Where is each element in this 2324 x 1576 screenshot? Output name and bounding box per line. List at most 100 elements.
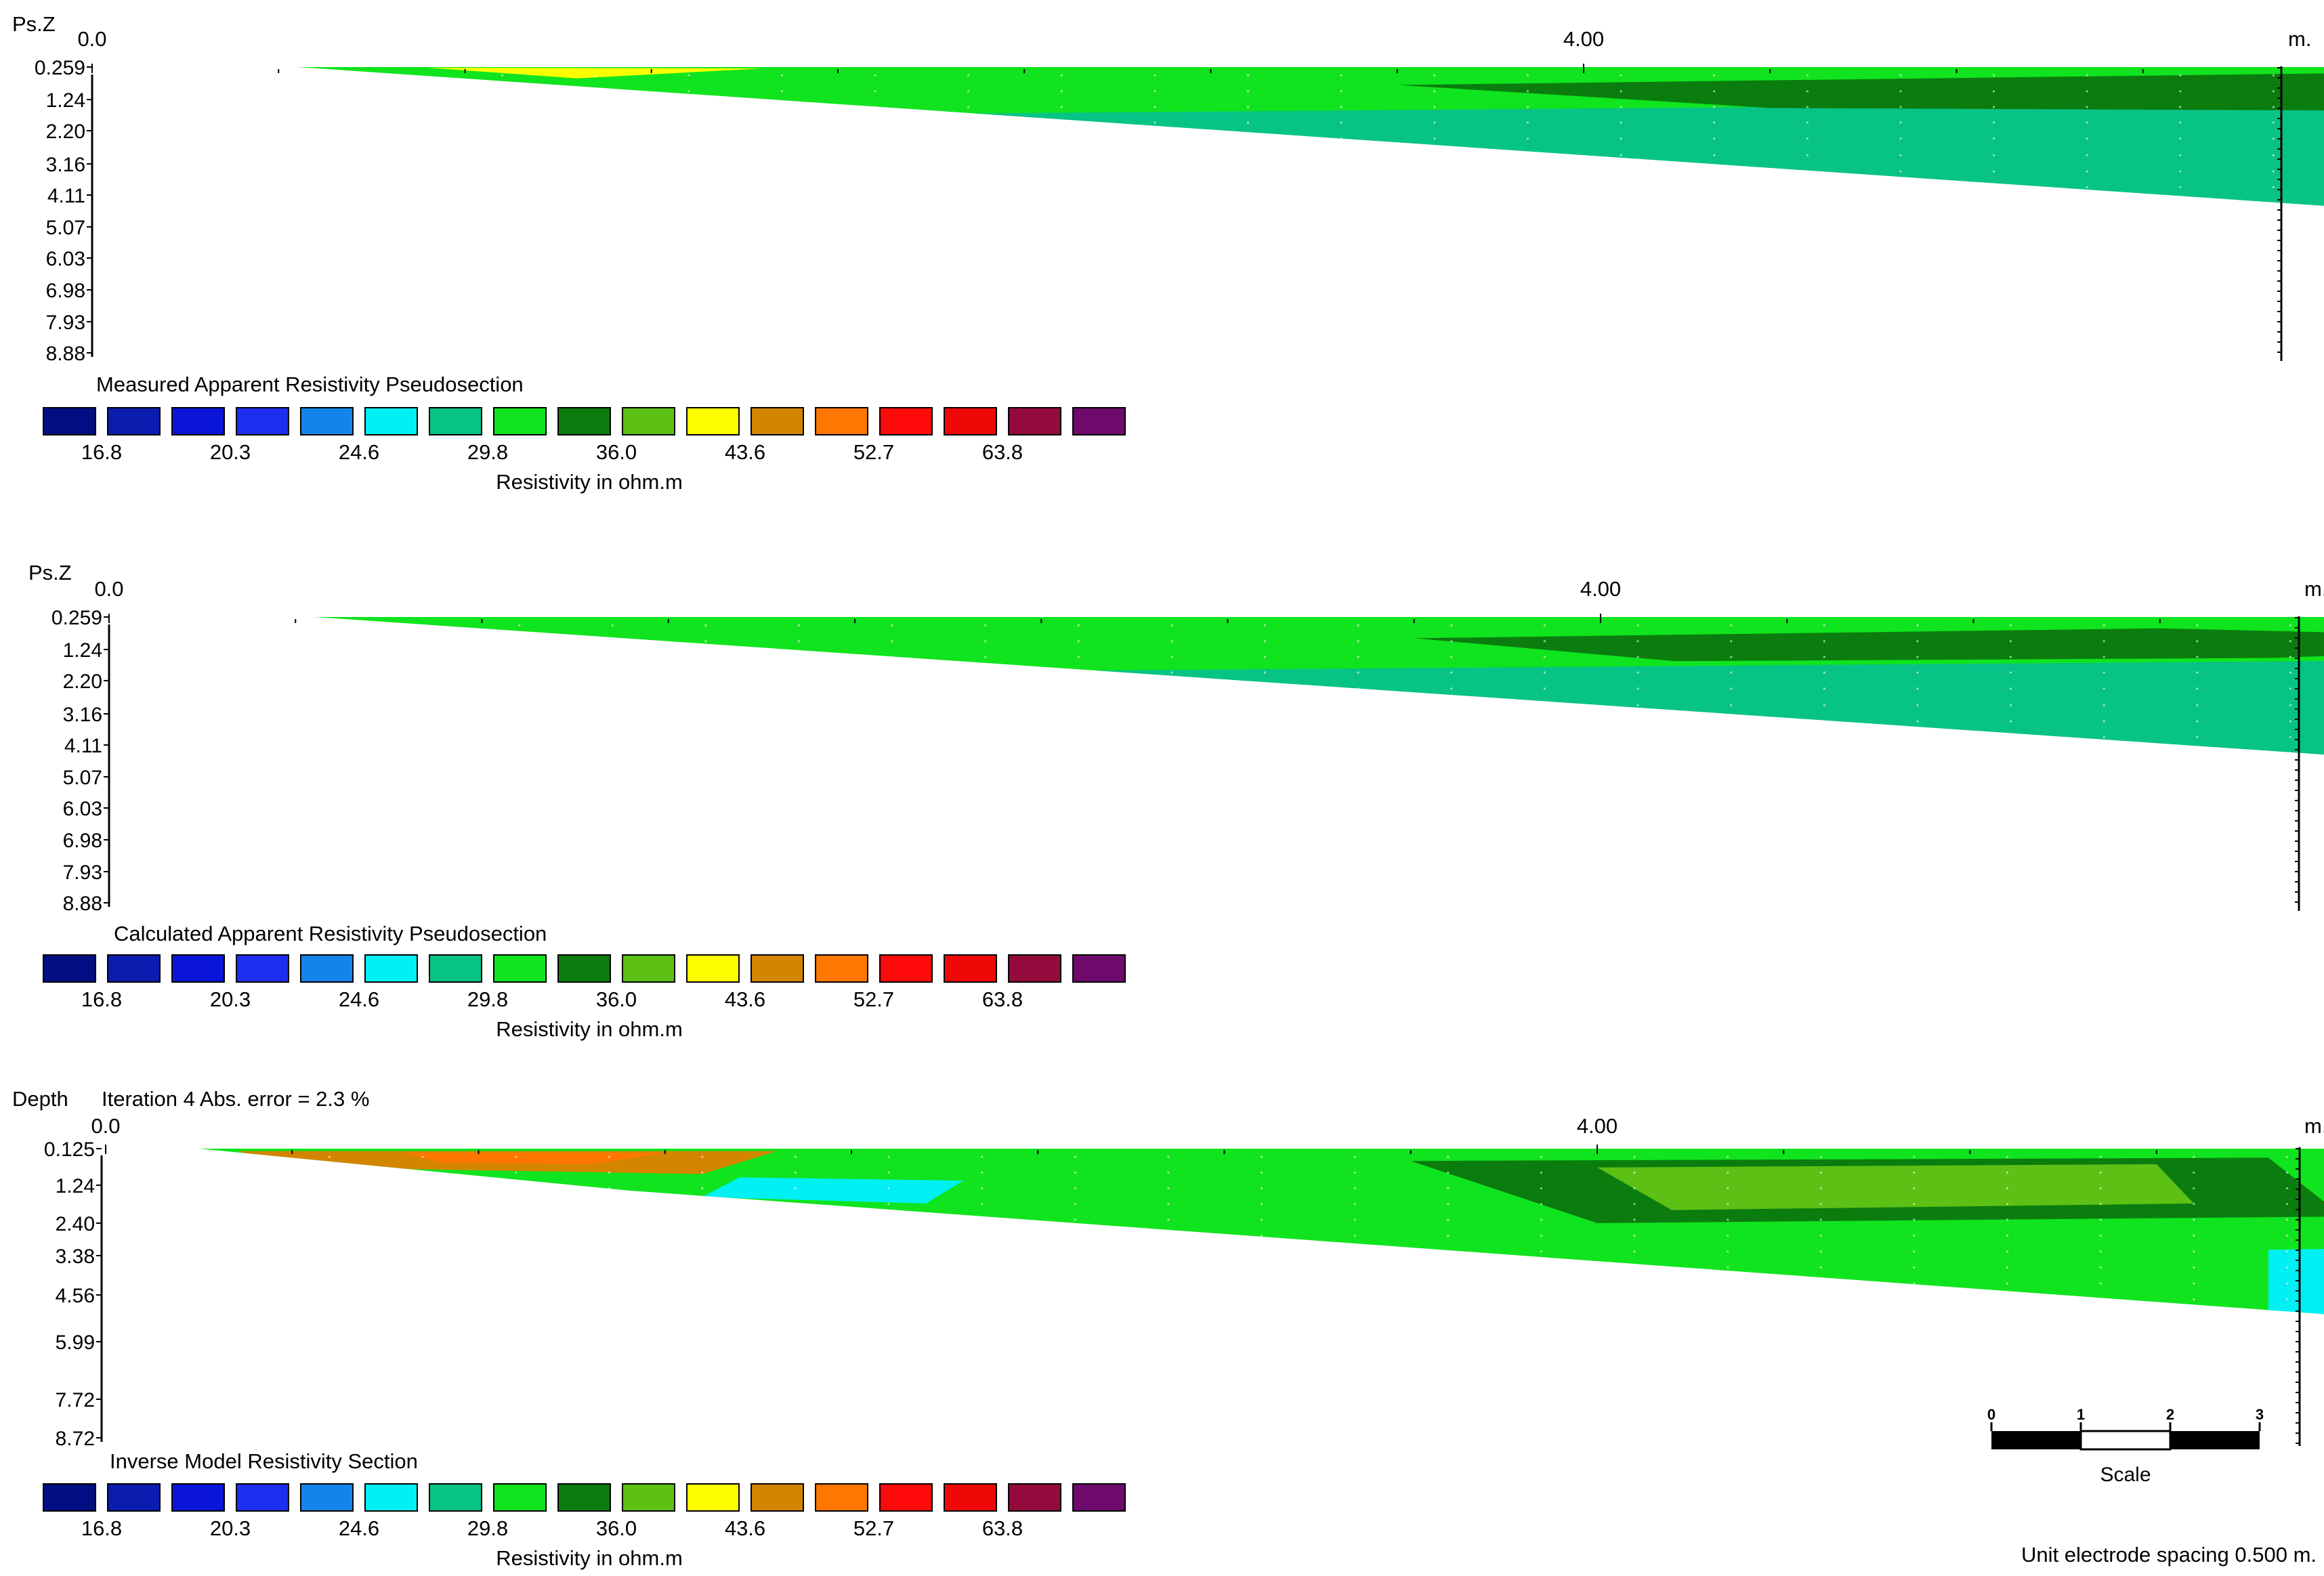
- datum-point: [1633, 1171, 1636, 1174]
- datum-point: [1543, 704, 1546, 706]
- datum-point: [1526, 233, 1529, 236]
- datum-point: [1167, 1155, 1170, 1158]
- datum-point: [1357, 640, 1359, 643]
- datum-point: [1543, 767, 1546, 770]
- datum-point: [611, 671, 614, 674]
- datum-point: [1246, 202, 1250, 205]
- datum-point: [1260, 1361, 1263, 1364]
- datum-point: [501, 233, 504, 236]
- datum-point: [1992, 106, 1995, 108]
- datum-point: [1713, 265, 1716, 268]
- datum-point: [1806, 313, 1809, 316]
- datum-point: [421, 1234, 424, 1237]
- datum-point: [421, 1282, 424, 1285]
- datum-point: [1899, 106, 1902, 108]
- datum-point: [1899, 74, 1902, 77]
- datum-point: [984, 687, 987, 690]
- y-tick-label: 8.88: [46, 343, 85, 365]
- datum-point: [887, 1155, 890, 1158]
- datum-point: [1819, 1282, 1822, 1285]
- y-tick-label: 1.24: [63, 639, 102, 662]
- datum-point: [501, 297, 504, 299]
- datum-point: [2285, 1282, 2288, 1285]
- datum-point: [1077, 831, 1080, 834]
- datum-point: [314, 217, 317, 220]
- datum-point: [2272, 137, 2275, 140]
- datum-point: [967, 249, 970, 252]
- datum-point: [1263, 783, 1267, 786]
- datum-point: [515, 1203, 517, 1206]
- datum-point: [984, 863, 987, 866]
- datum-point: [887, 1361, 890, 1364]
- datum-point: [1916, 847, 1919, 849]
- datum-point: [1730, 863, 1733, 866]
- datum-point: [2289, 624, 2291, 626]
- datum-point: [1730, 767, 1733, 770]
- datum-point: [2086, 121, 2088, 124]
- datum-point: [1074, 1266, 1076, 1269]
- datum-point: [1526, 281, 1529, 284]
- colorbar-swatch: [1008, 407, 1061, 435]
- datum-point: [967, 265, 970, 268]
- datum-point: [1170, 767, 1173, 770]
- datum-point: [1636, 736, 1639, 738]
- datum-point: [594, 297, 597, 299]
- datum-point: [891, 736, 893, 738]
- x-tick-label: 0.0: [94, 577, 123, 601]
- datum-point: [1263, 704, 1267, 706]
- datum-point: [2006, 1298, 2009, 1301]
- datum-point: [1806, 233, 1809, 236]
- datum-point: [1353, 1187, 1356, 1190]
- datum-point: [2099, 1155, 2102, 1158]
- datum-point: [1806, 281, 1809, 284]
- datum-point: [2006, 1218, 2009, 1221]
- datum-point: [984, 798, 987, 802]
- datum-point: [1730, 831, 1733, 834]
- y-tick-label: 2.20: [46, 121, 85, 143]
- datum-point: [425, 815, 427, 817]
- datum-point: [1450, 752, 1453, 754]
- datum-point: [1357, 720, 1359, 723]
- datum-point: [1447, 1329, 1450, 1332]
- datum-point: [2009, 798, 2012, 802]
- colorbar-swatch: [493, 954, 547, 983]
- datum-point: [1913, 1298, 1916, 1301]
- datum-point: [1060, 345, 1063, 347]
- datum-point: [1633, 1314, 1636, 1317]
- datum-point: [331, 687, 334, 690]
- datum-point: [314, 121, 317, 124]
- datum-point: [2009, 687, 2012, 690]
- datum-point: [2196, 624, 2199, 626]
- datum-point: [1077, 656, 1080, 658]
- datum-point: [2193, 1298, 2195, 1301]
- datum-point: [2179, 186, 2182, 188]
- datum-point: [314, 186, 317, 188]
- datum-point: [1636, 656, 1639, 658]
- datum-point: [1913, 1345, 1916, 1348]
- datum-point: [2196, 640, 2199, 643]
- datum-point: [611, 640, 614, 643]
- datum-point: [608, 1282, 610, 1285]
- datum-point: [594, 345, 597, 347]
- datum-point: [2193, 1314, 2195, 1317]
- datum-point: [874, 265, 876, 268]
- datum-point: [2193, 1234, 2195, 1237]
- colorbar-swatch: [622, 954, 675, 983]
- datum-point: [2103, 798, 2105, 802]
- colorbar-tick-label: 36.0: [596, 440, 637, 464]
- datum-point: [701, 1282, 704, 1285]
- datum-point: [780, 186, 783, 188]
- datum-point: [1620, 265, 1622, 268]
- datum-point: [1450, 878, 1453, 882]
- datum-point: [1260, 1314, 1263, 1317]
- datum-point: [1060, 249, 1063, 252]
- datum-point: [1620, 137, 1622, 140]
- datum-point: [2285, 1203, 2288, 1206]
- colorbar-swatch: [815, 407, 868, 435]
- datum-point: [314, 249, 317, 252]
- datum-point: [1620, 154, 1622, 156]
- datum-point: [704, 815, 707, 817]
- datum-point: [1823, 624, 1825, 626]
- datum-point: [1170, 656, 1173, 658]
- datum-point: [1077, 798, 1080, 802]
